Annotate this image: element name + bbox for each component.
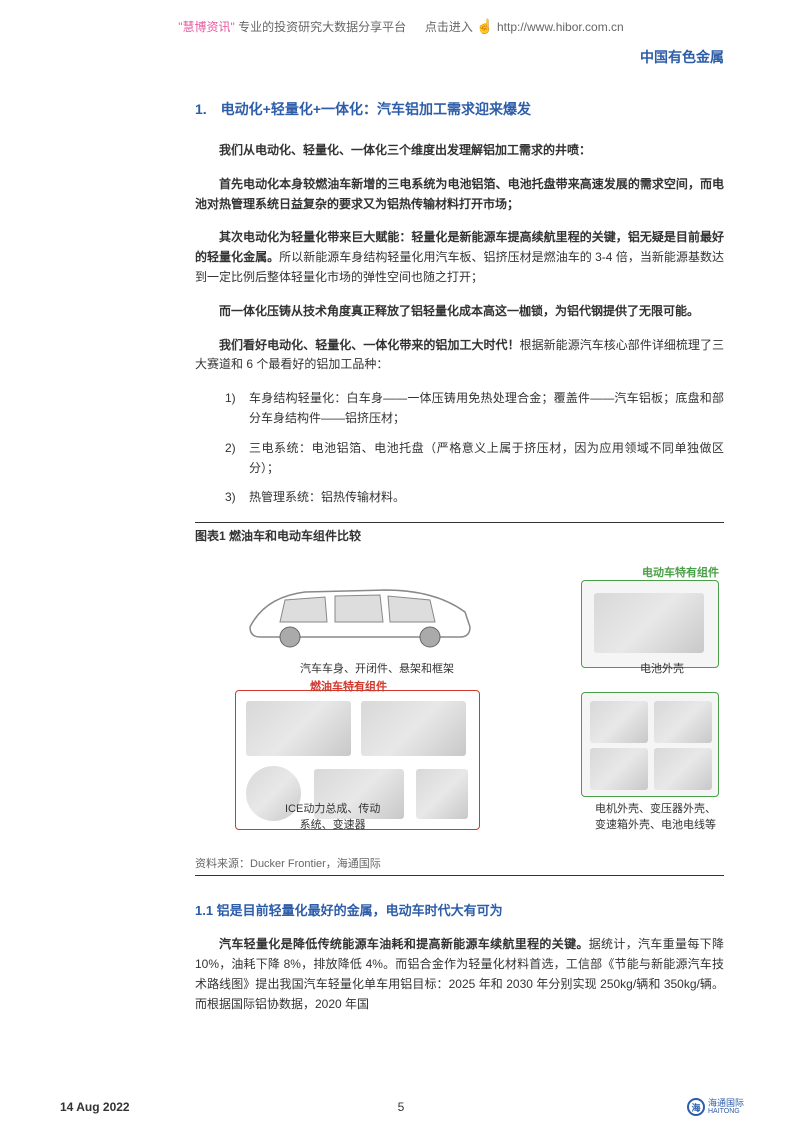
para-integration: 而一体化压铸从技术角度真正释放了铝轻量化成本高这一枷锁，为铝代钢提供了无限可能。 <box>195 302 724 322</box>
figure-motor-box <box>581 692 719 797</box>
pointer-icon: ☝ <box>476 18 493 35</box>
banner-desc: 专业的投资研究大数据分享平台 <box>238 20 406 34</box>
ice-label-line2: 系统、变速器 <box>300 819 366 831</box>
page-footer: 14 Aug 2022 5 海 海通国际 HAITONG <box>0 1098 802 1116</box>
para-electrification: 首先电动化本身较燃油车新增的三电系统为电池铝箔、电池托盘带来高速发展的需求空间，… <box>195 175 724 215</box>
figure-battery-label: 电池外壳 <box>640 660 684 676</box>
list-num-2: 2) <box>225 439 249 479</box>
gearbox-case-icon <box>590 748 648 790</box>
subsection-para1-bold: 汽车轻量化是降低传统能源车油耗和提高新能源车续航里程的关键。 <box>219 937 589 951</box>
footer-page-number: 5 <box>398 1100 405 1114</box>
product-list: 1) 车身结构轻量化：白车身——一体压铸用免热处理合金；覆盖件——汽车铝板；底盘… <box>195 389 724 508</box>
list-text-2: 三电系统：电池铝箔、电池托盘（严格意义上属于挤压材，因为应用领域不同单独做区分）… <box>249 439 724 479</box>
transmission-icon <box>361 701 466 756</box>
section-1-heading: 1. 电动化+轻量化+一体化：汽车铝加工需求迎来爆发 <box>195 99 724 119</box>
content-area: 1. 电动化+轻量化+一体化：汽车铝加工需求迎来爆发 我们从电动化、轻量化、一体… <box>0 67 802 1014</box>
para-outlook-bold: 我们看好电动化、轻量化、一体化带来的铝加工大时代！ <box>219 338 520 352</box>
figure-ice-label: ICE动力总成、传动 系统、变速器 <box>285 802 380 833</box>
footer-logo: 海 海通国际 HAITONG <box>687 1098 744 1116</box>
motor-label-line2: 变速箱外壳、电池电线等 <box>595 819 716 831</box>
motor-case-icon <box>590 701 648 743</box>
ice-label-line1: ICE动力总成、传动 <box>285 803 380 815</box>
cable-icon <box>654 748 712 790</box>
engine-icon <box>246 701 351 756</box>
car-body-icon <box>235 572 480 657</box>
list-text-3: 热管理系统：铝热传输材料。 <box>249 488 724 508</box>
list-item-3: 3) 热管理系统：铝热传输材料。 <box>225 488 724 508</box>
haitong-logo-icon: 海 <box>687 1098 705 1116</box>
para-lightweight: 其次电动化为轻量化带来巨大赋能：轻量化是新能源车提高续航里程的关键，铝无疑是目前… <box>195 228 724 287</box>
banner-brand: "慧博资讯" <box>178 20 235 34</box>
page-category: 中国有色金属 <box>0 35 802 67</box>
para-outlook: 我们看好电动化、轻量化、一体化带来的铝加工大时代！根据新能源汽车核心部件详细梳理… <box>195 336 724 376</box>
transformer-case-icon <box>654 701 712 743</box>
list-text-1: 车身结构轻量化：白车身——一体压铸用免热处理合金；覆盖件——汽车铝板；底盘和部分… <box>249 389 724 429</box>
figure-green-label: 电动车特有组件 <box>642 564 719 580</box>
figure-1-diagram: 汽车车身、开闭件、悬架和框架 燃油车特有组件 电动车特有组件 电池外壳 ICE动… <box>195 572 724 847</box>
figure-1-source: 资料来源：Ducker Frontier，海通国际 <box>195 855 724 876</box>
subsection-para1: 汽车轻量化是降低传统能源车油耗和提高新能源车续航里程的关键。据统计，汽车重量每下… <box>195 935 724 1014</box>
header-banner: "慧博资讯" 专业的投资研究大数据分享平台 点击进入 ☝ http://www.… <box>0 0 802 35</box>
banner-url[interactable]: http://www.hibor.com.cn <box>497 20 624 34</box>
figure-1-title: 图表1 燃油车和电动车组件比较 <box>195 522 724 544</box>
figure-motor-label: 电机外壳、变压器外壳、 变速箱外壳、电池电线等 <box>595 802 716 833</box>
para-intro: 我们从电动化、轻量化、一体化三个维度出发理解铝加工需求的井喷： <box>195 141 724 161</box>
list-num-3: 3) <box>225 488 249 508</box>
battery-case-icon <box>594 593 704 653</box>
list-num-1: 1) <box>225 389 249 429</box>
list-item-2: 2) 三电系统：电池铝箔、电池托盘（严格意义上属于挤压材，因为应用领域不同单独做… <box>225 439 724 479</box>
logo-text-cn: 海通国际 <box>708 1099 744 1108</box>
logo-text-en: HAITONG <box>708 1108 744 1115</box>
figure-common-label: 汽车车身、开闭件、悬架和框架 <box>300 660 454 676</box>
figure-battery-box <box>581 580 719 668</box>
banner-cta: 点击进入 <box>425 20 473 34</box>
gearbox-icon <box>416 769 468 819</box>
list-item-1: 1) 车身结构轻量化：白车身——一体压铸用免热处理合金；覆盖件——汽车铝板；底盘… <box>225 389 724 429</box>
motor-label-line1: 电机外壳、变压器外壳、 <box>595 803 716 815</box>
subsection-1-1-heading: 1.1 铝是目前轻量化最好的金属，电动车时代大有可为 <box>195 900 724 919</box>
footer-date: 14 Aug 2022 <box>60 1100 130 1114</box>
